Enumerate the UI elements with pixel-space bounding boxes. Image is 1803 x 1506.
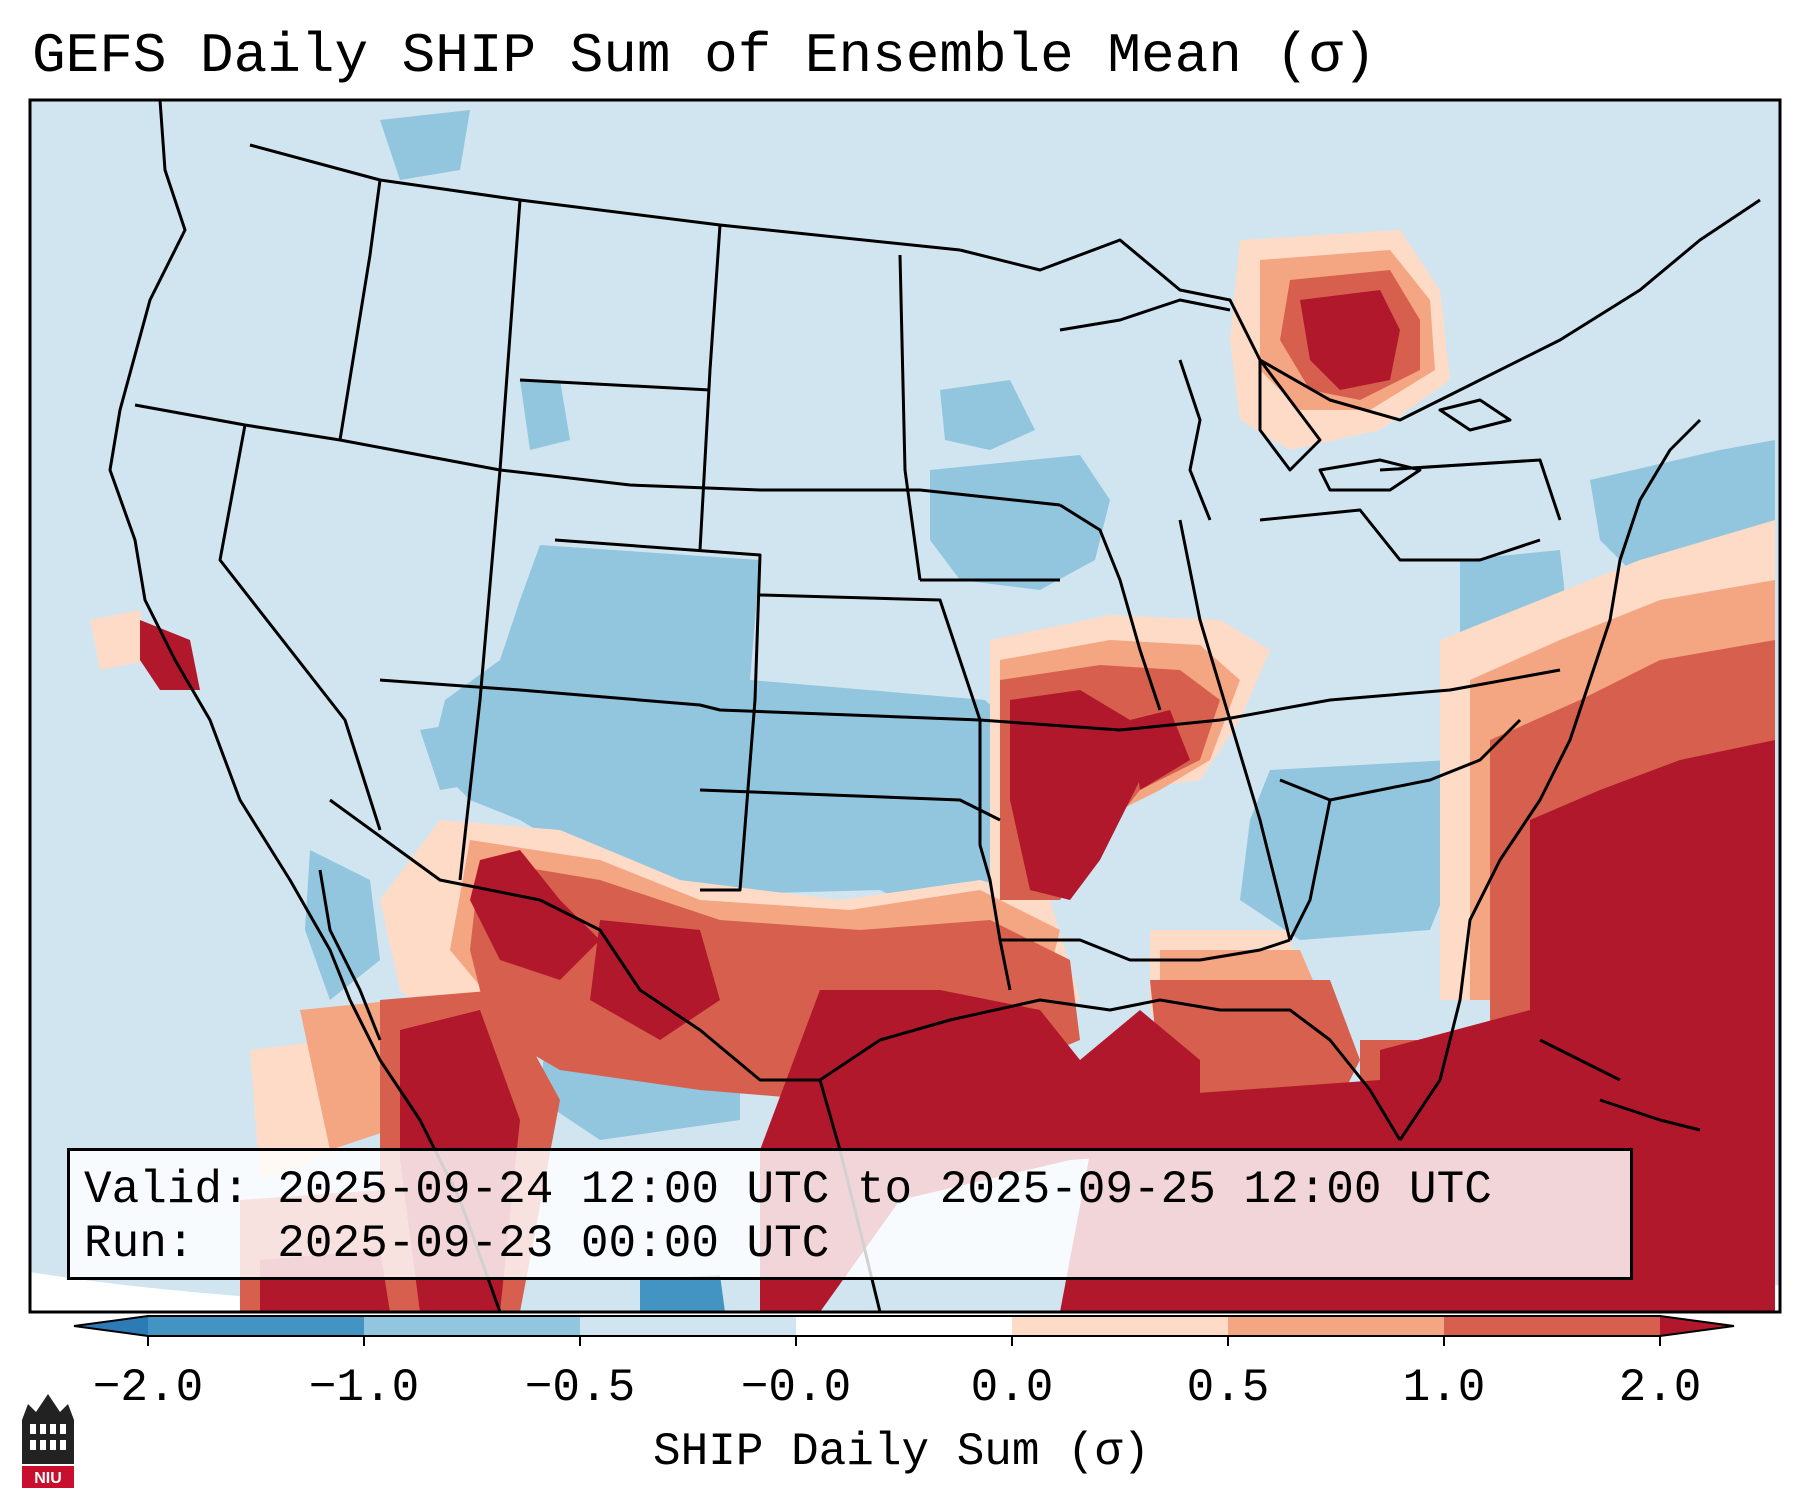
colorbar-seg-1 xyxy=(148,1316,364,1336)
colorbar-extend-low xyxy=(74,1316,148,1336)
colorbar-tick-label: −0.0 xyxy=(740,1362,852,1414)
colorbar xyxy=(73,1315,1735,1346)
colorbar-tick-label: 0.5 xyxy=(1186,1362,1270,1414)
map-title: GEFS Daily SHIP Sum of Ensemble Mean (σ) xyxy=(32,24,1377,88)
map-border xyxy=(28,98,1782,1314)
valid-line: Valid: 2025-09-24 12:00 UTC to 2025-09-2… xyxy=(84,1163,1630,1217)
colorbar-seg-4 xyxy=(796,1316,1012,1336)
colorbar-extend-high xyxy=(1660,1316,1734,1336)
logo-text: NIU xyxy=(34,1470,62,1487)
run-line: Run: 2025-09-23 00:00 UTC xyxy=(84,1217,1630,1271)
colorbar-seg-7 xyxy=(1444,1316,1660,1336)
valid-value: 2025-09-24 12:00 UTC to 2025-09-25 12:00… xyxy=(277,1164,1492,1216)
colorbar-tick-label: −1.0 xyxy=(308,1362,420,1414)
colorbar-tick-label: −2.0 xyxy=(92,1362,204,1414)
colorbar-label: SHIP Daily Sum (σ) xyxy=(653,1426,1150,1478)
colorbar-tick-label: −0.5 xyxy=(524,1362,636,1414)
run-label: Run: xyxy=(84,1218,195,1270)
colorbar-tick-label: 2.0 xyxy=(1618,1362,1702,1414)
strong-negative-areas xyxy=(640,1275,725,1312)
colorbar-seg-6 xyxy=(1228,1316,1444,1336)
valid-run-infobox: Valid: 2025-09-24 12:00 UTC to 2025-09-2… xyxy=(67,1148,1633,1280)
colorbar-seg-2 xyxy=(364,1316,580,1336)
colorbar-tick-label: 1.0 xyxy=(1402,1362,1486,1414)
niu-logo: NIU xyxy=(22,1394,74,1488)
colorbar-seg-5 xyxy=(1012,1316,1228,1336)
valid-label: Valid: xyxy=(84,1164,250,1216)
run-value: 2025-09-23 00:00 UTC xyxy=(277,1218,830,1270)
colorbar-tick-label: 0.0 xyxy=(970,1362,1054,1414)
colorbar-seg-3 xyxy=(580,1316,796,1336)
